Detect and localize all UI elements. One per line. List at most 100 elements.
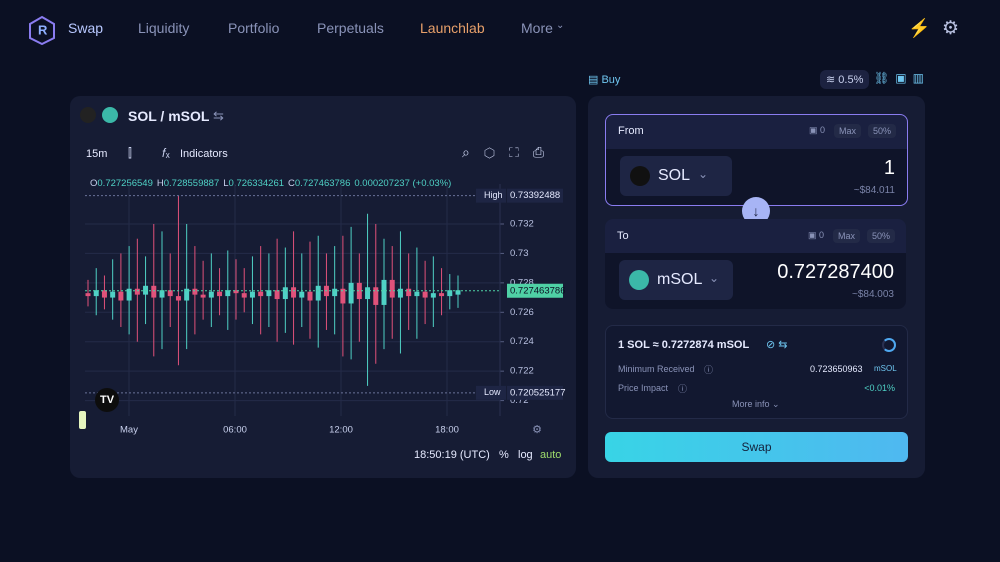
candle-body (175, 296, 181, 301)
candle-body (307, 291, 313, 301)
nav-perpetuals[interactable]: Perpetuals (317, 20, 384, 36)
candle-body (455, 290, 461, 295)
from-amount[interactable]: 1 (883, 157, 895, 179)
buy-text[interactable]: Buy (601, 74, 621, 86)
last-box (507, 283, 563, 298)
indicators[interactable]: Indicators (180, 148, 228, 160)
refresh[interactable] (882, 338, 896, 352)
nav-more[interactable]: More (521, 20, 553, 36)
candle-body (439, 293, 445, 297)
from-box: From ▣ 0 Max 50% SOL ⌄ 1 ~$84.011 (605, 114, 908, 206)
candle-body (389, 279, 395, 298)
more-info[interactable]: More info ⌄ (732, 399, 780, 409)
candle-body (406, 288, 412, 297)
fx-icon: 𝑓ₓ (162, 146, 170, 160)
min-received-label: Minimum Received (618, 364, 695, 374)
candle-body (85, 293, 91, 297)
from-max[interactable]: Max (834, 124, 862, 138)
x-tick-label: 12:00 (329, 425, 353, 436)
ohlc-value: 0.727463786 (294, 178, 351, 189)
ohlc-label: L (223, 178, 229, 189)
nav-liquidity[interactable]: Liquidity (138, 20, 190, 36)
to-usd: ~$84.003 (852, 289, 894, 300)
candle-body (233, 290, 239, 294)
y-tick-label: 0.73 (510, 248, 529, 259)
ohlc-value: 0.726334261 (228, 178, 285, 189)
to-token-name[interactable]: mSOL (657, 271, 703, 288)
candle-body (414, 291, 420, 297)
to-box: To ▣ 0 Max 50% mSOL ⌄ 0.727287400 ~$84.0… (605, 219, 906, 309)
logo[interactable]: R (28, 15, 56, 45)
candle-body (167, 290, 173, 297)
low-label: Low (484, 387, 501, 397)
low-tag (476, 385, 506, 400)
to-max[interactable]: Max (833, 229, 861, 243)
chart-tools[interactable]: ⌕⬡⛶⎙ (462, 144, 559, 160)
candle-body (110, 291, 116, 298)
candle-body (126, 288, 132, 301)
from-token-name[interactable]: SOL (658, 167, 691, 184)
interval[interactable]: 15m (86, 148, 108, 160)
candle-body (266, 290, 272, 297)
candle-body (291, 287, 297, 298)
low-box (507, 385, 563, 400)
swap-pair-icon[interactable]: ⇆ (213, 108, 224, 123)
from-half[interactable]: 50% (868, 124, 897, 138)
candle-body (447, 290, 453, 297)
candle-body (143, 285, 149, 295)
slippage-value[interactable]: 0.5% (838, 74, 864, 86)
candle-body (217, 291, 223, 297)
y-tick-label: 0.724 (510, 336, 534, 347)
to-half[interactable]: 50% (867, 229, 896, 243)
swap-button[interactable]: Swap (605, 432, 908, 462)
percent-toggle[interactable]: % (499, 449, 509, 461)
buy-link[interactable]: ▤ Buy (588, 74, 621, 86)
candle-body (225, 290, 231, 297)
price-impact-value: <0.01% (864, 383, 895, 393)
candle-body (184, 288, 190, 301)
y-tick-label: 0.726 (510, 307, 534, 318)
y-tick-label: 0.728 (510, 277, 534, 288)
settings-icon[interactable]: ⚙ (942, 18, 960, 39)
last-value: 0.727463786 (510, 285, 565, 296)
min-received-unit: mSOL (874, 364, 897, 373)
nav-portfolio[interactable]: Portfolio (228, 20, 280, 36)
high-tag (476, 188, 506, 203)
candle-body (93, 290, 99, 297)
svg-text:R: R (38, 22, 48, 37)
candle-icon[interactable]: ⫿ (128, 146, 132, 160)
from-balance: ▣ 0 (809, 125, 826, 135)
more-info-text[interactable]: More info (732, 399, 770, 409)
nav-swap[interactable]: Swap (68, 20, 104, 36)
slippage[interactable]: ≋ 0.5% (820, 70, 870, 89)
scroll-handle[interactable] (79, 411, 86, 429)
settings-icon: ⚙ (532, 424, 542, 436)
from-label: From (618, 125, 644, 137)
candle-chart: 0.732 0.73 0.728 0.726 0.724 0.722 0.72 May 06:0… (85, 184, 565, 436)
chevron: ⌄ (556, 20, 565, 31)
nav-launchlab[interactable]: Launchlab (420, 20, 485, 36)
x-tick-label: May (120, 425, 138, 436)
rate-icons[interactable]: ⊘ ⇆ (766, 339, 788, 351)
candle-body (397, 288, 403, 298)
candle-body (274, 290, 280, 300)
candle-body (373, 287, 379, 305)
to-balance: ▣ 0 (808, 230, 825, 240)
x-tick-label: 06:00 (223, 425, 247, 436)
clock: 18:50:19 (UTC) (414, 449, 490, 461)
msol-icon (102, 107, 118, 123)
sol-icon (80, 107, 96, 123)
swap-tools[interactable]: ⛓▣▥ (874, 71, 930, 85)
chevron: ⌄ (709, 271, 720, 285)
log-toggle[interactable]: log (518, 449, 533, 461)
flash-icon[interactable]: ⚡ (908, 18, 931, 38)
candle-body (159, 290, 165, 298)
price-impact-label: Price Impact (618, 383, 669, 393)
auto-toggle[interactable]: auto (540, 449, 562, 461)
candle-body (430, 293, 436, 298)
candle-body (151, 285, 157, 298)
ohlc-value: 0.728559887 (163, 178, 220, 189)
x-tick-label: 18:00 (435, 425, 459, 436)
pair: SOL / mSOL (128, 108, 210, 124)
